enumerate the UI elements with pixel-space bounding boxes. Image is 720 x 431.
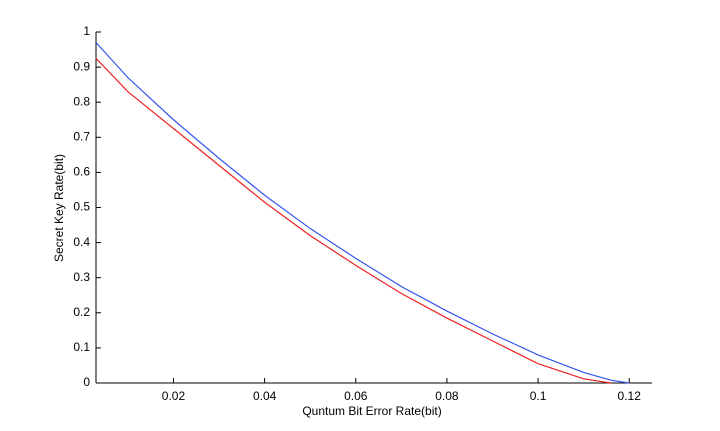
x-tick-label: 0.06: [344, 389, 368, 403]
y-tick-label: 0.4: [73, 235, 90, 249]
line: [95, 42, 630, 384]
y-tick-label: 0.1: [73, 340, 90, 354]
x-tick-label: 0.02: [162, 389, 186, 403]
x-tick-label: 0.04: [253, 389, 277, 403]
y-tick-label: 0.3: [73, 270, 90, 284]
x-tick-label: 0.1: [530, 389, 547, 403]
y-tick-label: 0.5: [73, 200, 90, 214]
x-tick-label: 0.12: [618, 389, 642, 403]
x-tick-label: 0.08: [435, 389, 459, 403]
y-tick-label: 0.7: [73, 129, 90, 143]
y-tick-label: 0.2: [73, 305, 90, 319]
y-tick-label: 0.6: [73, 165, 90, 179]
y-tick-label: 0.8: [73, 94, 90, 108]
y-axis-label: Secret Key Rate(bit): [52, 154, 66, 262]
y-tick-label: 0: [83, 375, 90, 389]
line: [95, 57, 612, 384]
y-tick-label: 0.9: [73, 59, 90, 73]
x-axis-label: Quntum Bit Error Rate(bit): [302, 404, 441, 418]
y-tick-label: 1: [83, 24, 90, 38]
